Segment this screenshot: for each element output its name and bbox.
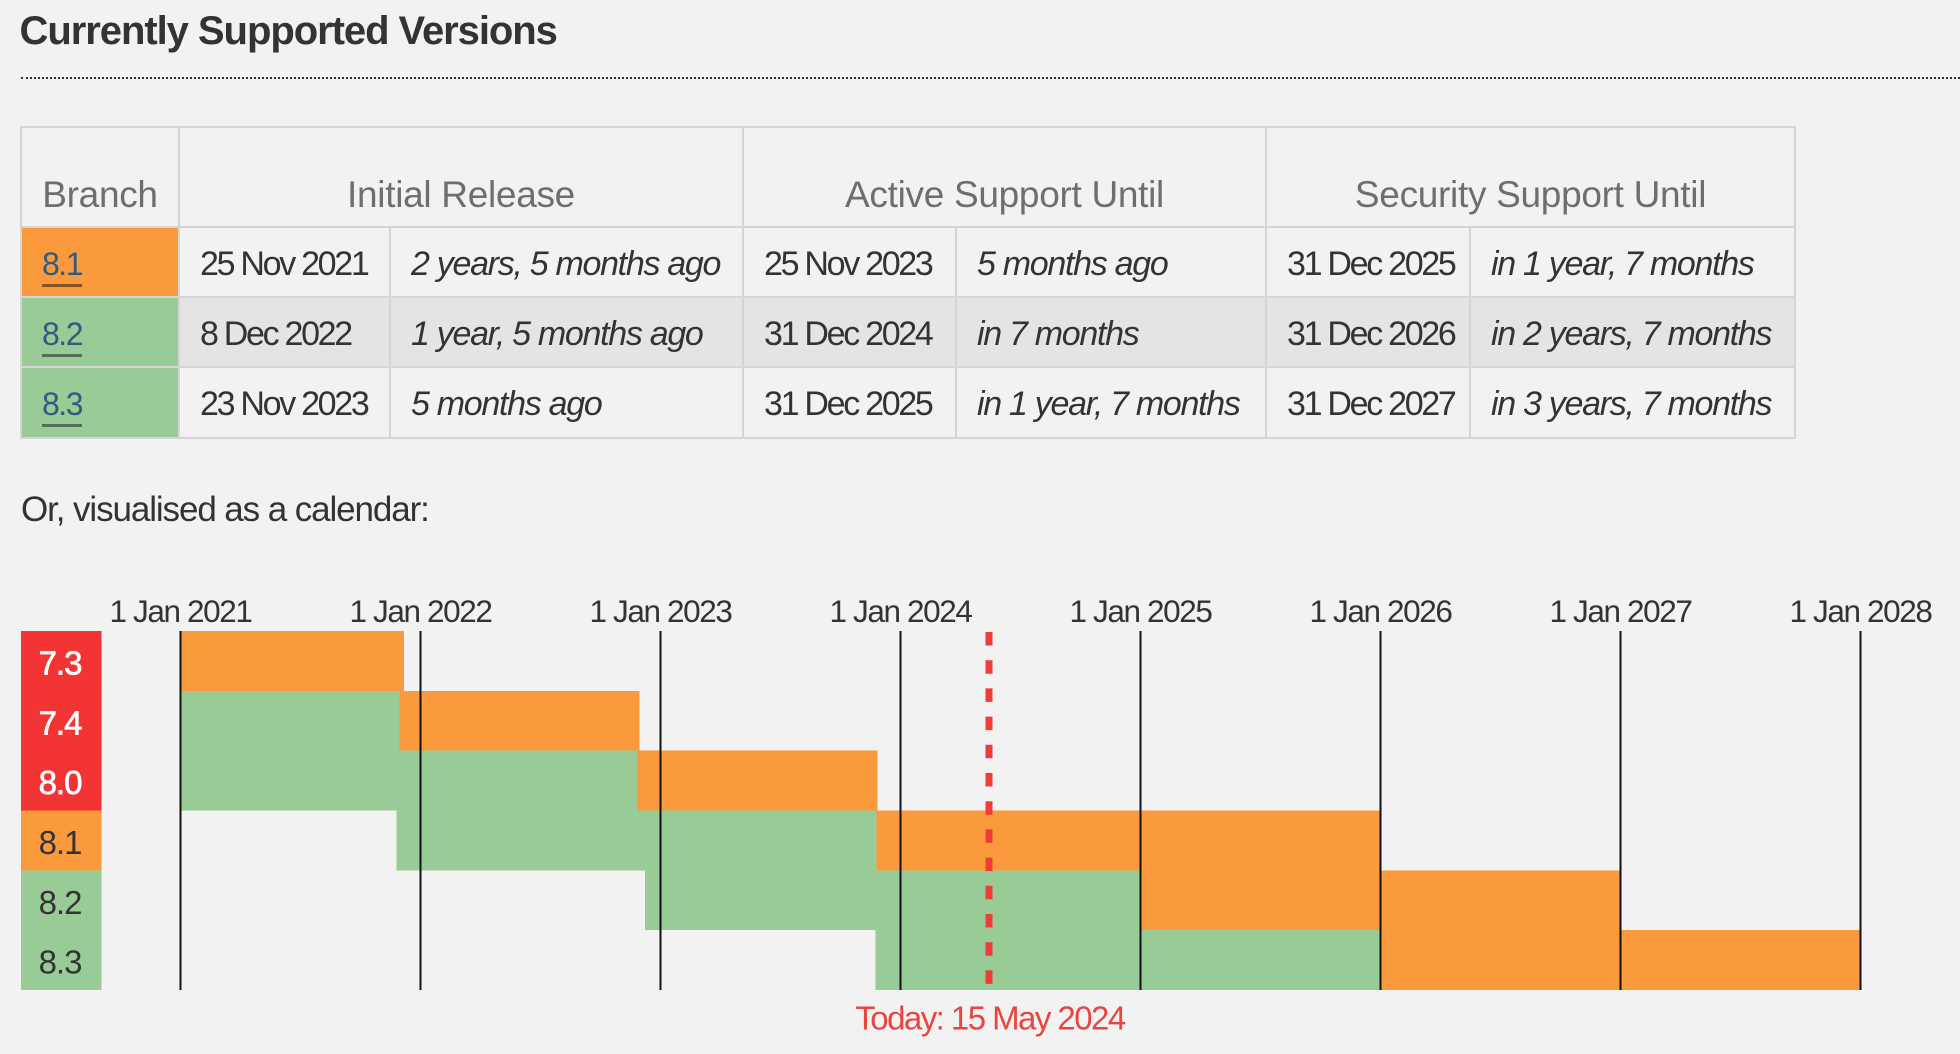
svg-text:7.3: 7.3 bbox=[39, 645, 82, 682]
svg-text:1 Jan 2028: 1 Jan 2028 bbox=[1790, 593, 1933, 629]
svg-text:1 Jan 2025: 1 Jan 2025 bbox=[1070, 593, 1213, 629]
svg-text:8.3: 8.3 bbox=[39, 944, 82, 981]
svg-text:1 Jan 2024: 1 Jan 2024 bbox=[830, 593, 973, 629]
svg-text:1 Jan 2021: 1 Jan 2021 bbox=[110, 593, 252, 629]
svg-text:8.0: 8.0 bbox=[39, 764, 83, 801]
svg-text:7.4: 7.4 bbox=[39, 704, 83, 741]
svg-text:1 Jan 2027: 1 Jan 2027 bbox=[1550, 593, 1692, 629]
svg-text:Today: 15 May 2024: Today: 15 May 2024 bbox=[855, 1000, 1125, 1037]
svg-text:8.2: 8.2 bbox=[39, 884, 82, 921]
svg-text:1 Jan 2022: 1 Jan 2022 bbox=[350, 593, 492, 629]
svg-text:8.1: 8.1 bbox=[39, 824, 82, 861]
svg-text:1 Jan 2026: 1 Jan 2026 bbox=[1310, 593, 1453, 629]
svg-text:1 Jan 2023: 1 Jan 2023 bbox=[590, 593, 733, 629]
